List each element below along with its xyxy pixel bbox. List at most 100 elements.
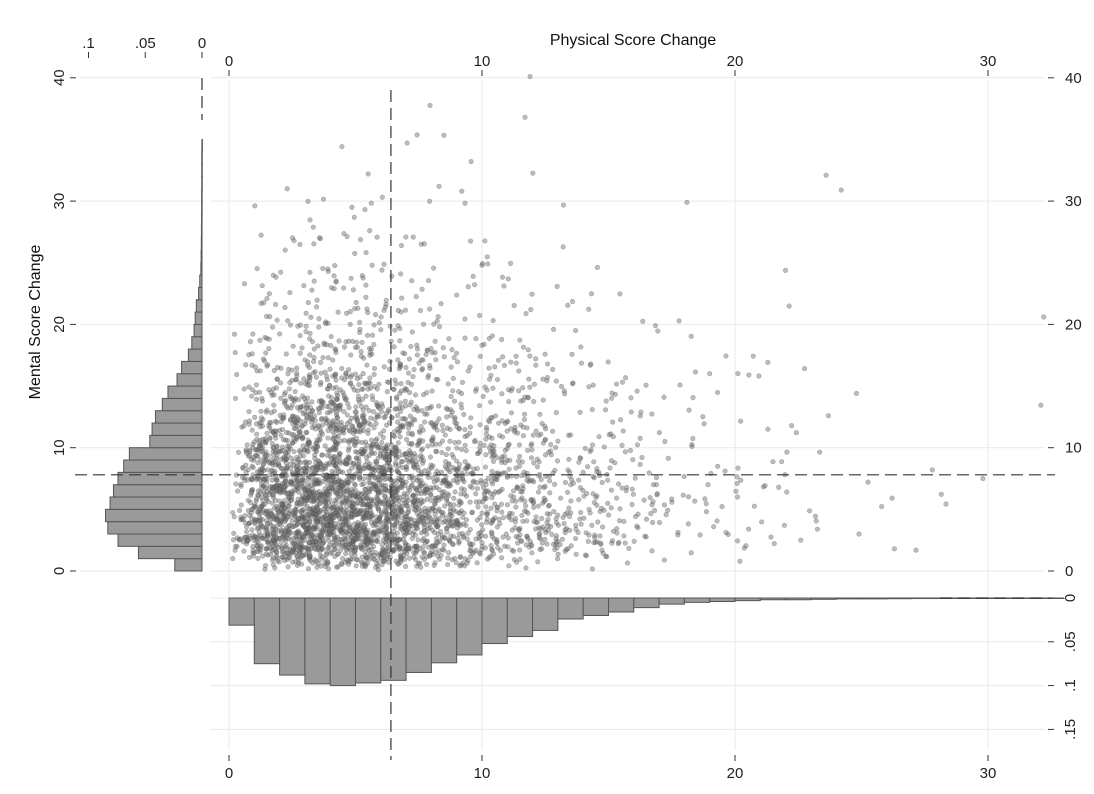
scatter-point	[371, 371, 377, 378]
scatter-point	[648, 510, 654, 517]
scatter-point	[292, 438, 298, 444]
scatter-point	[540, 500, 546, 506]
scatter-point	[371, 383, 378, 390]
x-hist-bar	[405, 597, 432, 673]
scatter-point	[656, 519, 663, 526]
scatter-point	[377, 514, 383, 520]
scatter-point	[342, 480, 348, 487]
scatter-point	[268, 522, 274, 528]
scatter-point	[317, 359, 324, 366]
scatter-point	[420, 498, 427, 504]
scatter-point	[535, 503, 541, 509]
scatter-point	[376, 413, 382, 419]
scatter-point	[555, 522, 562, 528]
scatter-point	[328, 506, 334, 512]
scatter-point	[306, 524, 312, 531]
scatter-point	[334, 415, 340, 421]
scatter-point	[242, 419, 249, 425]
scatter-point	[343, 479, 349, 485]
scatter-point	[358, 507, 365, 513]
x-hist-bar	[430, 597, 458, 664]
scatter-point	[489, 547, 495, 554]
scatter-point	[312, 518, 319, 525]
scatter-point	[457, 510, 463, 516]
scatter-point	[259, 469, 265, 475]
scatter-point	[414, 352, 420, 358]
scatter-point	[505, 544, 511, 550]
scatter-point	[393, 460, 399, 466]
scatter-point	[265, 532, 271, 539]
scatter-point	[353, 493, 360, 500]
scatter-point	[273, 553, 280, 559]
scatter-point	[355, 393, 362, 399]
scatter-point	[477, 440, 483, 446]
scatter-point	[675, 529, 681, 535]
scatter-point	[323, 461, 330, 467]
scatter-point	[286, 386, 292, 392]
scatter-point	[356, 382, 362, 388]
scatter-point	[262, 439, 268, 446]
scatter-point	[392, 489, 399, 495]
scatter-point	[292, 395, 298, 402]
scatter-point	[398, 559, 404, 565]
scatter-point	[267, 520, 273, 526]
scatter-point	[269, 460, 275, 466]
scatter-point	[289, 518, 295, 525]
scatter-point	[352, 344, 358, 351]
scatter-point	[359, 386, 365, 393]
scatter-point	[317, 500, 324, 506]
scatter-point	[249, 393, 255, 399]
scatter-point	[351, 505, 357, 511]
y-hist-bar	[112, 484, 203, 498]
scatter-point	[344, 547, 350, 553]
scatter-point	[374, 538, 380, 544]
scatter-point	[394, 486, 400, 492]
scatter-point	[338, 537, 345, 543]
scatter-point	[553, 409, 559, 416]
scatter-point	[465, 368, 471, 374]
scatter-point	[719, 503, 725, 510]
scatter-point	[277, 412, 283, 418]
scatter-point	[610, 434, 616, 440]
scatter-point	[488, 399, 494, 405]
scatter-point	[293, 425, 299, 431]
scatter-point	[542, 436, 548, 443]
scatter-point	[258, 543, 264, 549]
scatter-point	[368, 445, 374, 451]
scatter-point	[545, 527, 552, 533]
scatter-point	[378, 551, 384, 557]
scatter-point	[467, 364, 473, 370]
scatter-point	[357, 319, 363, 325]
scatter-point	[289, 235, 296, 241]
scatter-point	[410, 416, 416, 422]
scatter-point	[310, 560, 316, 566]
scatter-point	[471, 478, 477, 484]
scatter-point	[688, 550, 694, 556]
scatter-point	[515, 534, 521, 541]
scatter-point	[489, 533, 495, 539]
scatter-point	[319, 554, 325, 560]
scatter-point	[451, 355, 457, 361]
scatter-point	[314, 520, 320, 526]
x-hist-bar	[709, 597, 736, 603]
scatter-point	[250, 547, 256, 554]
scatter-point	[379, 562, 385, 568]
scatter-point	[534, 519, 541, 525]
scatter-point	[355, 388, 361, 394]
y-left-tick-label-4: 40	[51, 69, 68, 86]
scatter-point	[298, 554, 304, 560]
scatter-point	[605, 477, 611, 483]
scatter-point	[394, 530, 400, 536]
scatter-point	[552, 467, 558, 473]
scatter-point	[307, 336, 313, 342]
scatter-point	[338, 492, 344, 498]
scatter-point	[264, 485, 270, 491]
scatter-point	[367, 480, 374, 486]
scatter-point	[326, 448, 333, 454]
scatter-point	[312, 515, 318, 521]
scatter-point	[441, 354, 447, 360]
scatter-point	[549, 428, 556, 434]
y-left-tick-label-1: 10	[51, 439, 68, 456]
scatter-point	[393, 453, 400, 459]
scatter-point	[364, 555, 370, 561]
